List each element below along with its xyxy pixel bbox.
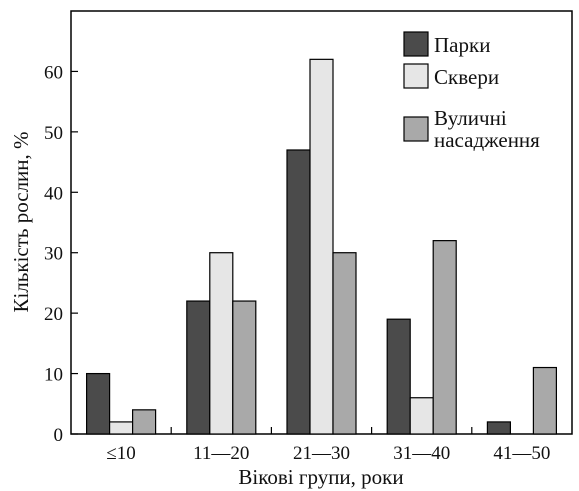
bar-vulychni-2 [332,252,357,435]
bar-parky-2 [286,149,311,435]
x-tick-label: 21—30 [293,443,350,464]
bar-parky-0 [85,372,111,435]
y-axis-label: Кількість рослин, % [9,131,33,312]
bar-skvery-2 [309,58,334,435]
y-tick-label: 40 [44,183,63,204]
legend-label: насадження [434,128,540,152]
bar-parky-1 [186,300,211,435]
x-tick-label: 31—40 [393,443,450,464]
y-tick-label: 30 [44,244,63,265]
x-tick-label: ≤10 [106,443,135,464]
x-axis-ticks: ≤10 11—20 21—30 31—40 41—50 [106,427,550,464]
y-axis-ticks: 0 10 20 30 40 50 60 [44,62,78,446]
y-tick-label: 20 [44,304,63,325]
y-tick-label: 50 [44,123,63,144]
legend-swatch [403,116,429,142]
bar-skvery-0 [108,421,134,435]
bar-parky-4 [486,421,511,435]
legend-label: Сквери [434,65,499,89]
y-tick-label: 0 [54,425,64,446]
bar-skvery-1 [209,252,234,435]
x-tick-label: 11—20 [193,443,249,464]
y-tick-label: 10 [44,365,63,386]
legend-swatch [403,63,429,89]
bar-vulychni-0 [132,409,157,435]
legend-swatch [403,31,429,57]
bar-vulychni-3 [432,240,457,435]
x-axis-label: Вікові групи, роки [238,465,403,489]
bar-vulychni-1 [232,300,257,435]
x-tick-label: 41—50 [493,443,550,464]
legend-label: Парки [434,33,490,57]
bar-skvery-3 [409,397,434,435]
y-tick-label: 60 [44,62,63,83]
bar-vulychni-4 [532,366,558,435]
bars-group [85,58,558,435]
bar-parky-3 [386,318,411,435]
legend-label: Вуличні [434,106,507,130]
